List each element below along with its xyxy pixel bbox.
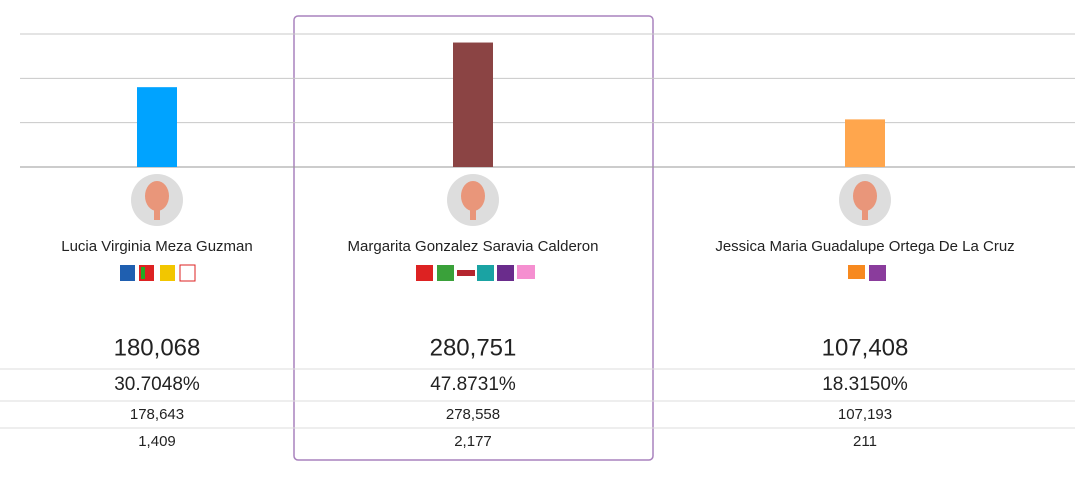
- table-cell: 107,193: [838, 406, 892, 423]
- table-cell: 178,643: [130, 406, 184, 423]
- table-cell: 47.8731%: [430, 374, 516, 395]
- avatar-neck: [154, 208, 160, 220]
- vote-total: 107,408: [822, 334, 909, 361]
- candidate-name: Margarita Gonzalez Saravia Calderon: [348, 238, 599, 255]
- table-cell: 1,409: [138, 433, 176, 450]
- avatar-head: [145, 181, 169, 211]
- table-cell: 18.3150%: [822, 374, 908, 395]
- table-cell: 211: [853, 433, 877, 450]
- candidate-name: Jessica Maria Guadalupe Ortega De La Cru…: [715, 238, 1014, 255]
- table-cell: 2,177: [454, 433, 492, 450]
- avatar-neck: [470, 208, 476, 220]
- avatar-head: [461, 181, 485, 211]
- winner-highlight: [293, 15, 654, 461]
- bar: [845, 119, 885, 167]
- vote-total: 180,068: [114, 334, 201, 361]
- candidate-name: Lucia Virginia Meza Guzman: [61, 238, 252, 255]
- table-cell: 278,558: [446, 406, 500, 423]
- table-cell: 30.7048%: [114, 374, 200, 395]
- bar: [453, 42, 493, 167]
- party-logos: [120, 264, 886, 282]
- bar: [137, 87, 177, 167]
- vote-total: 280,751: [430, 334, 517, 361]
- avatar-head: [853, 181, 877, 211]
- avatar-neck: [862, 208, 868, 220]
